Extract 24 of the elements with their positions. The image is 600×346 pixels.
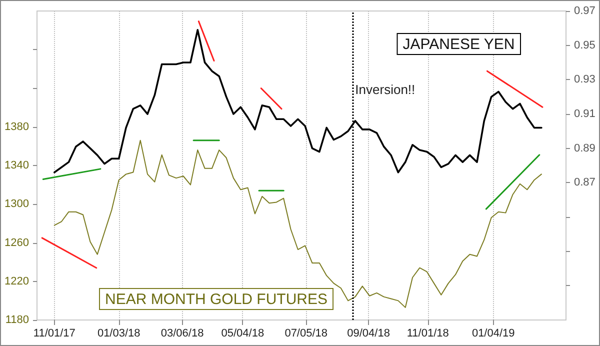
y2-tick-label: 0.97 <box>574 5 596 17</box>
y-tick-label: 1220 <box>4 275 29 288</box>
y-tick-label: 1300 <box>4 198 29 210</box>
y-tick-label: 1380 <box>4 120 29 133</box>
x-tick-label: 01/03/18 <box>97 328 140 340</box>
line-series <box>54 140 542 308</box>
y2-tick-label: 0.93 <box>574 74 596 86</box>
y2-tick-label: 0.87 <box>574 176 596 189</box>
x-tick-label: 09/04/18 <box>347 328 390 340</box>
text: JAPANESE YEN <box>402 36 515 53</box>
ref-line-label: Inversion!! <box>355 82 416 97</box>
y-tick-label: 1340 <box>4 160 29 172</box>
y-tick-label: 1260 <box>4 236 29 249</box>
x-tick-label: 11/01/17 <box>33 328 76 340</box>
x-tick-label: 07/05/18 <box>284 328 328 340</box>
series-label: NEAR MONTH GOLD FUTURES <box>105 291 328 308</box>
y2-tick-label: 0.95 <box>574 39 596 52</box>
y2-tick-label: 0.91 <box>574 108 596 120</box>
x-tick-label: 05/04/18 <box>221 328 264 340</box>
x-tick-label: 11/01/18 <box>406 328 449 340</box>
y2-tick-label: 0.89 <box>574 142 596 154</box>
x-tick-label: 03/06/18 <box>160 328 204 340</box>
y-tick-label: 1180 <box>5 314 29 326</box>
x-tick-label: 01/04/19 <box>472 328 515 340</box>
